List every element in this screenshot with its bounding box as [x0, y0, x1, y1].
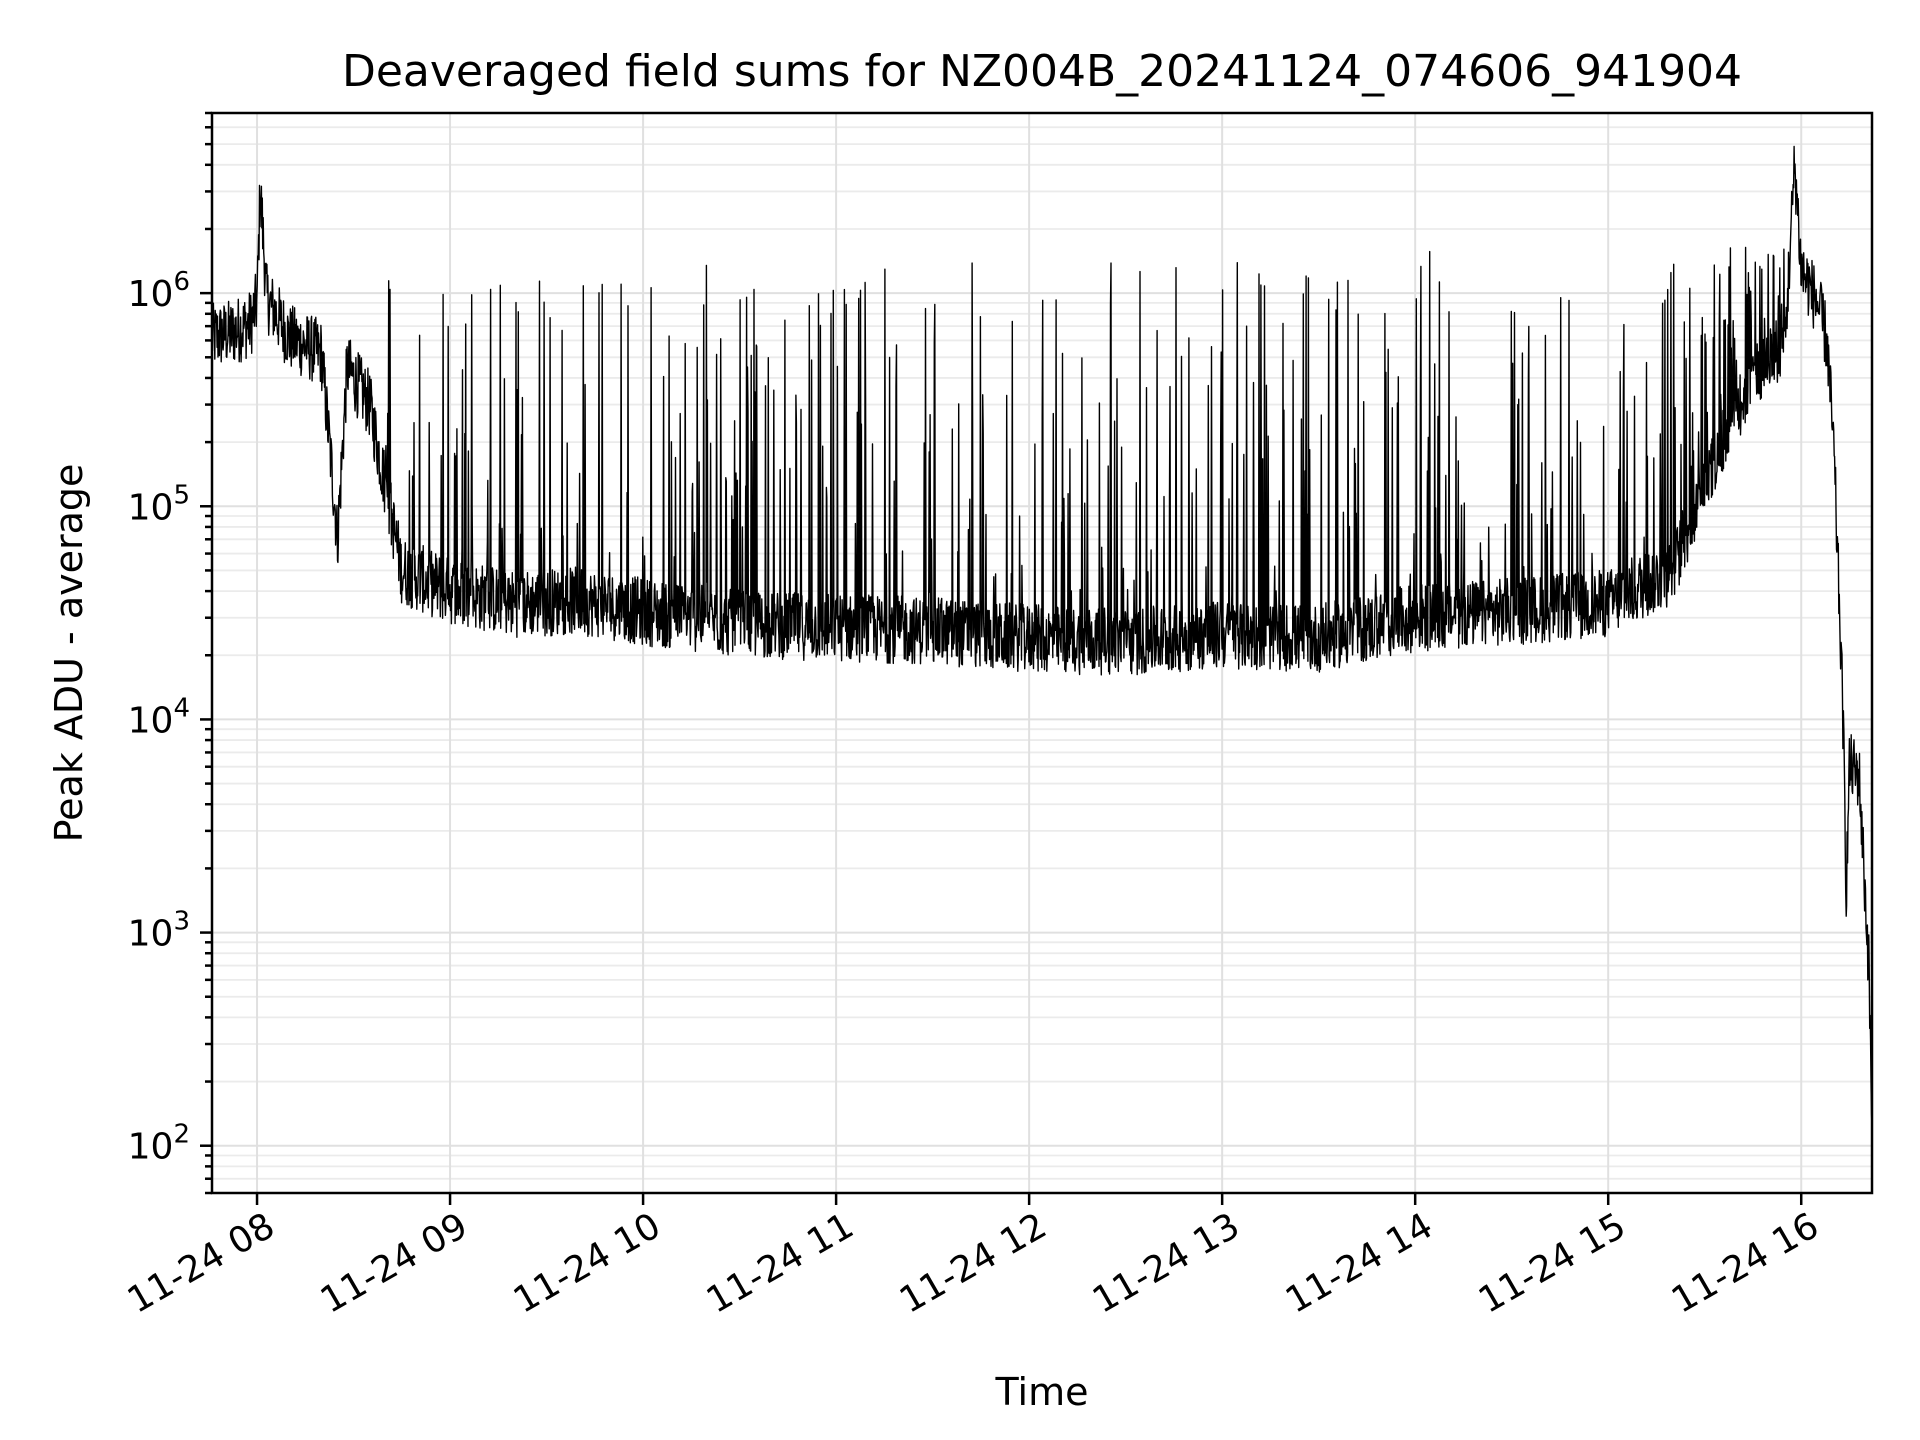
y-tick-labels: 102 103 104 105 106	[128, 267, 190, 1168]
chart-title: Deaveraged field sums for NZ004B_2024112…	[342, 46, 1742, 97]
ticks-group	[200, 111, 1803, 1205]
y-tick-label: 104	[128, 693, 190, 741]
y-tick-label: 102	[128, 1120, 190, 1168]
y-tick-label: 105	[128, 480, 190, 528]
plot-frame	[210, 111, 1874, 1195]
x-axis-label: Time	[995, 1370, 1089, 1414]
y-tick-label: 106	[128, 267, 190, 315]
series-line	[211, 145, 1873, 1127]
y-axis-label: Peak ADU - average	[47, 464, 91, 843]
y-tick-label: 103	[128, 907, 190, 955]
series-group	[211, 145, 1873, 1127]
grid	[212, 112, 1872, 1194]
